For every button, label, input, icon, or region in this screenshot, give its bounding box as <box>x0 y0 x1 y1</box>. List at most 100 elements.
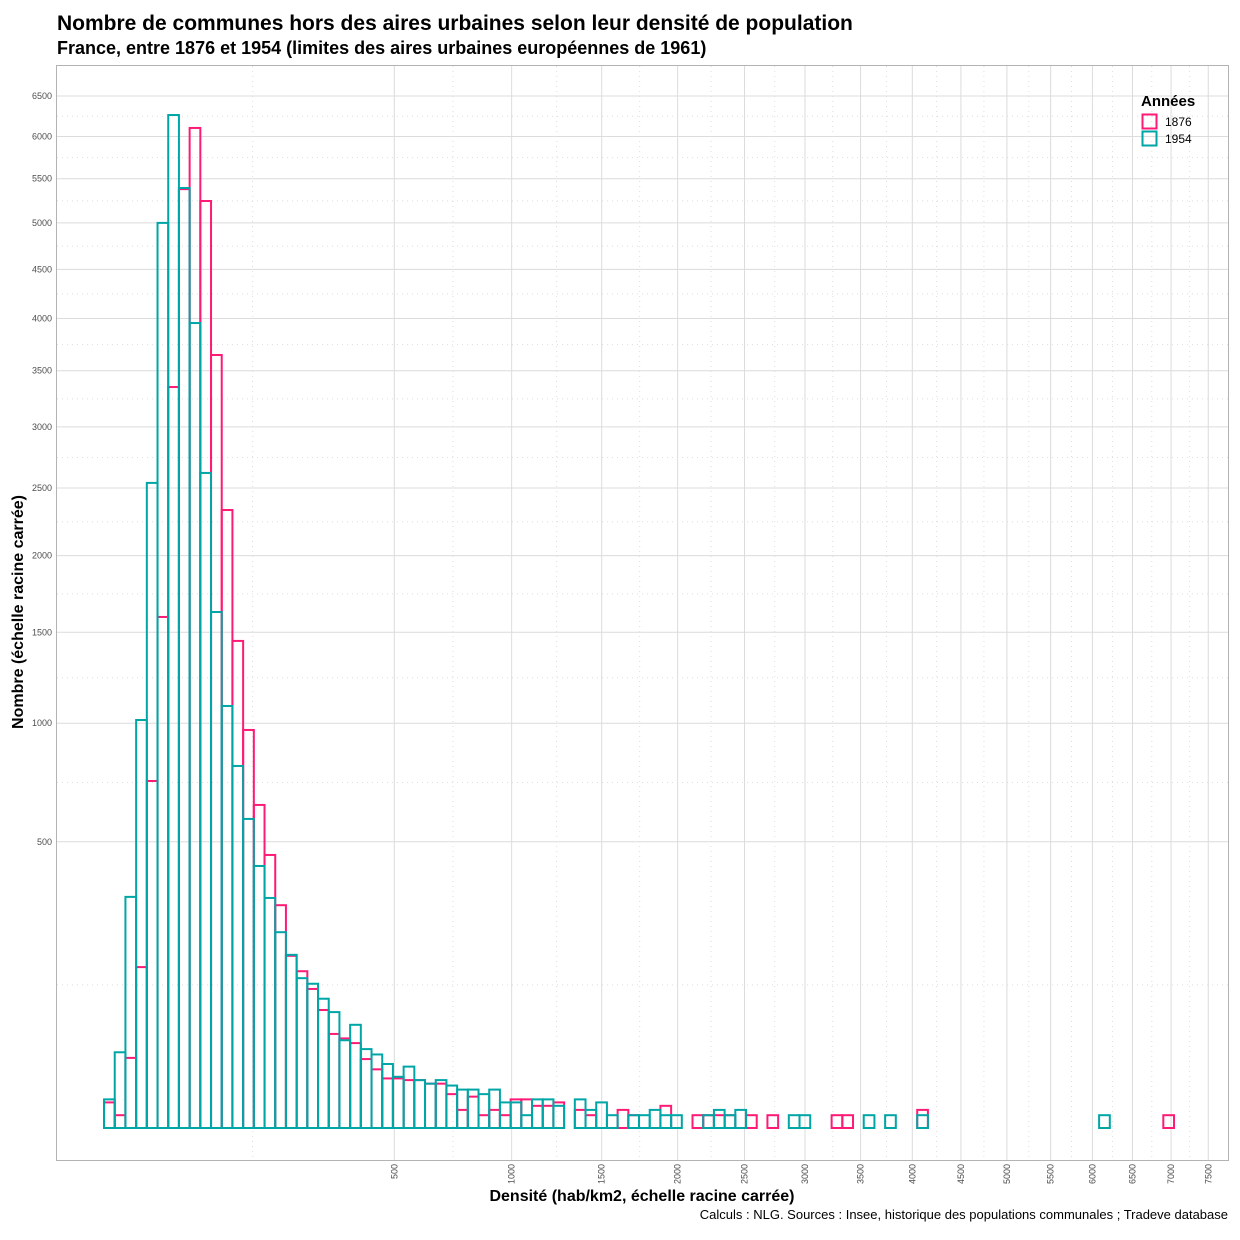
bar-1954 <box>456 1088 469 1129</box>
bar-1876 <box>691 1114 705 1129</box>
bar-1954 <box>359 1048 373 1129</box>
bar-1954 <box>370 1053 384 1130</box>
bar-1876 <box>413 1079 427 1130</box>
bar-1876 <box>573 1108 587 1130</box>
bar-1876 <box>242 728 255 1129</box>
bar-1954 <box>477 1093 491 1130</box>
bar-1876 <box>124 1056 138 1129</box>
x-tick-label: 2500 <box>740 1164 750 1184</box>
bar-1954 <box>787 1114 801 1129</box>
bar-1876 <box>766 1114 780 1129</box>
bar-1954 <box>723 1114 737 1129</box>
bar-1876 <box>445 1093 459 1130</box>
bar-1954 <box>402 1065 416 1130</box>
y-axis-ticks: 500 1000 1500 2000 2500 3000 3500 4000 4500 5000 5… <box>32 91 52 847</box>
bar-1876 <box>531 1104 544 1129</box>
y-tick-label: 1000 <box>32 718 52 728</box>
bar-1876 <box>916 1108 929 1130</box>
bar-1954 <box>659 1114 673 1129</box>
bar-1954 <box>135 719 148 1129</box>
bar-1954 <box>1098 1114 1111 1129</box>
bar-1876 <box>488 1108 501 1130</box>
bar-1954 <box>124 895 138 1129</box>
bar-1876 <box>723 1114 737 1129</box>
legend-label-1954: 1954 <box>1165 132 1192 146</box>
bar-1954 <box>306 982 320 1130</box>
y-tick-label: 1500 <box>32 627 52 637</box>
bar-1876 <box>210 354 223 1129</box>
bar-1954 <box>199 471 213 1129</box>
legend-key-1954 <box>1141 130 1158 147</box>
bar-1954 <box>167 114 180 1129</box>
y-axis-title: Nombre (échelle racine carrée) <box>10 495 27 729</box>
bar-1954 <box>338 1039 352 1130</box>
legend-title: Années <box>1141 93 1195 110</box>
bar-1954 <box>541 1098 555 1129</box>
x-tick-label: 5500 <box>1046 1164 1056 1184</box>
x-axis-title: Densité (hab/km2, échelle racine carrée) <box>489 1188 794 1205</box>
y-tick-label: 4000 <box>32 313 52 323</box>
bars <box>103 114 1176 1130</box>
bar-1954 <box>317 997 330 1129</box>
bar-1954 <box>627 1114 641 1129</box>
bar-1876 <box>659 1104 673 1129</box>
bar-1876 <box>616 1108 630 1130</box>
caption: Calculs : NLG. Sources : Insee, historiq… <box>700 1207 1228 1222</box>
bar-1954 <box>252 864 266 1129</box>
y-tick-label: 6000 <box>32 132 52 142</box>
bar-1954 <box>552 1104 566 1129</box>
x-tick-label: 7000 <box>1166 1164 1176 1184</box>
y-tick-label: 3500 <box>32 366 52 376</box>
bar-1954 <box>584 1108 598 1130</box>
bar-1954 <box>274 931 287 1129</box>
x-axis-ticks: 500 1000 1500 2000 2500 3000 3500 4000 4500 5000 5… <box>389 1164 1213 1184</box>
legend: Années 1876 1954 <box>1141 93 1195 147</box>
bar-1876 <box>349 1042 362 1129</box>
bar-1876 <box>317 1008 330 1129</box>
bar-1954 <box>284 953 298 1129</box>
bar-1876 <box>627 1114 641 1129</box>
bar-1876 <box>702 1114 715 1129</box>
bar-1954 <box>381 1063 394 1129</box>
bar-1876 <box>113 1114 127 1129</box>
y-tick-label: 2500 <box>32 483 52 493</box>
bar-1954 <box>263 896 277 1129</box>
x-tick-label: 3000 <box>800 1164 810 1184</box>
x-tick-label: 1000 <box>507 1164 517 1184</box>
bar-1876 <box>402 1079 416 1130</box>
bar-1954 <box>712 1108 726 1130</box>
bar-1954 <box>884 1114 897 1129</box>
bar-1954 <box>188 322 202 1129</box>
bar-1876 <box>145 779 159 1130</box>
bar-1876 <box>338 1037 352 1130</box>
bar-1954 <box>605 1114 619 1129</box>
bar-1876 <box>220 509 234 1129</box>
x-tick-label: 6500 <box>1127 1164 1137 1184</box>
bar-1876 <box>541 1104 555 1129</box>
y-tick-label: 2000 <box>32 551 52 561</box>
bar-1876 <box>477 1114 491 1129</box>
bar-1954 <box>520 1114 534 1129</box>
bar-1876 <box>1162 1114 1176 1129</box>
x-tick-label: 6000 <box>1087 1164 1097 1184</box>
bar-1876 <box>274 904 287 1129</box>
bar-1876 <box>466 1095 480 1129</box>
bar-1876 <box>584 1114 598 1129</box>
x-tick-label: 4000 <box>907 1164 917 1184</box>
bar-1954 <box>573 1098 587 1129</box>
y-tick-label: 6500 <box>32 91 52 101</box>
grid <box>57 66 1228 1160</box>
bar-1876 <box>359 1058 373 1130</box>
bar-1954 <box>210 611 223 1129</box>
bar-1876 <box>188 126 202 1129</box>
y-tick-label: 5500 <box>32 174 52 184</box>
bar-1876 <box>306 987 320 1130</box>
bar-1954 <box>466 1088 480 1129</box>
bar-1876 <box>284 954 298 1130</box>
bar-1876 <box>252 803 266 1130</box>
bar-1954 <box>145 481 159 1129</box>
legend-label-1876: 1876 <box>1165 115 1192 129</box>
bar-1954 <box>638 1114 651 1129</box>
bar-1954 <box>434 1079 448 1130</box>
bar-1876 <box>177 188 191 1130</box>
